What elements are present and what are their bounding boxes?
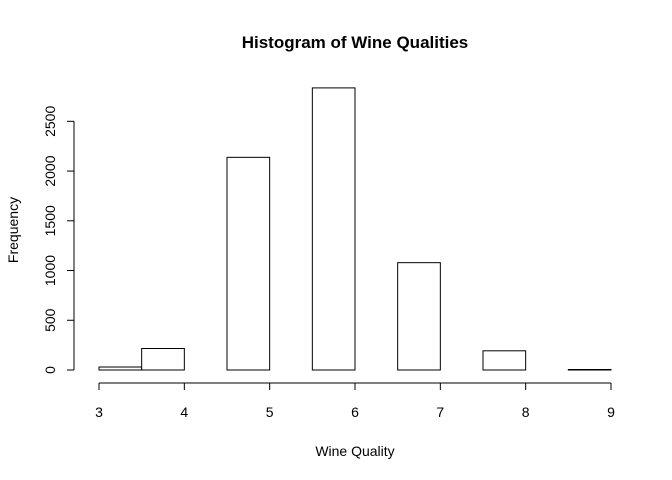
histogram-bar-1	[141, 348, 185, 371]
x-tick-label: 8	[522, 404, 530, 420]
y-axis-label: Frequency	[5, 197, 21, 263]
x-axis: 3 4 5 6 7 8 9	[95, 382, 615, 420]
y-tick-label: 2000	[42, 155, 58, 186]
y-tick-label: 1000	[42, 255, 58, 286]
x-axis-label: Wine Quality	[315, 443, 394, 459]
chart-title: Histogram of Wine Qualities	[242, 33, 469, 52]
x-tick-label: 5	[266, 404, 274, 420]
x-tick-label: 7	[436, 404, 444, 420]
x-tick-label: 6	[351, 404, 359, 420]
histogram-bars	[98, 87, 612, 371]
histogram-bar-9	[482, 350, 527, 371]
histogram-bar-5	[311, 87, 356, 371]
x-tick-label: 9	[607, 404, 615, 420]
histogram-bar-0	[98, 366, 143, 371]
y-axis: 0 500 1000 1500 2000 2500	[42, 106, 75, 374]
y-tick-label: 0	[42, 366, 58, 374]
y-tick-label: 500	[42, 308, 58, 332]
histogram-bar-7	[397, 262, 441, 371]
y-tick-label: 2500	[42, 106, 58, 137]
y-tick-label: 1500	[42, 205, 58, 236]
x-tick-label: 3	[95, 404, 103, 420]
x-tick-label: 4	[180, 404, 188, 420]
histogram-bar-3	[226, 156, 271, 371]
